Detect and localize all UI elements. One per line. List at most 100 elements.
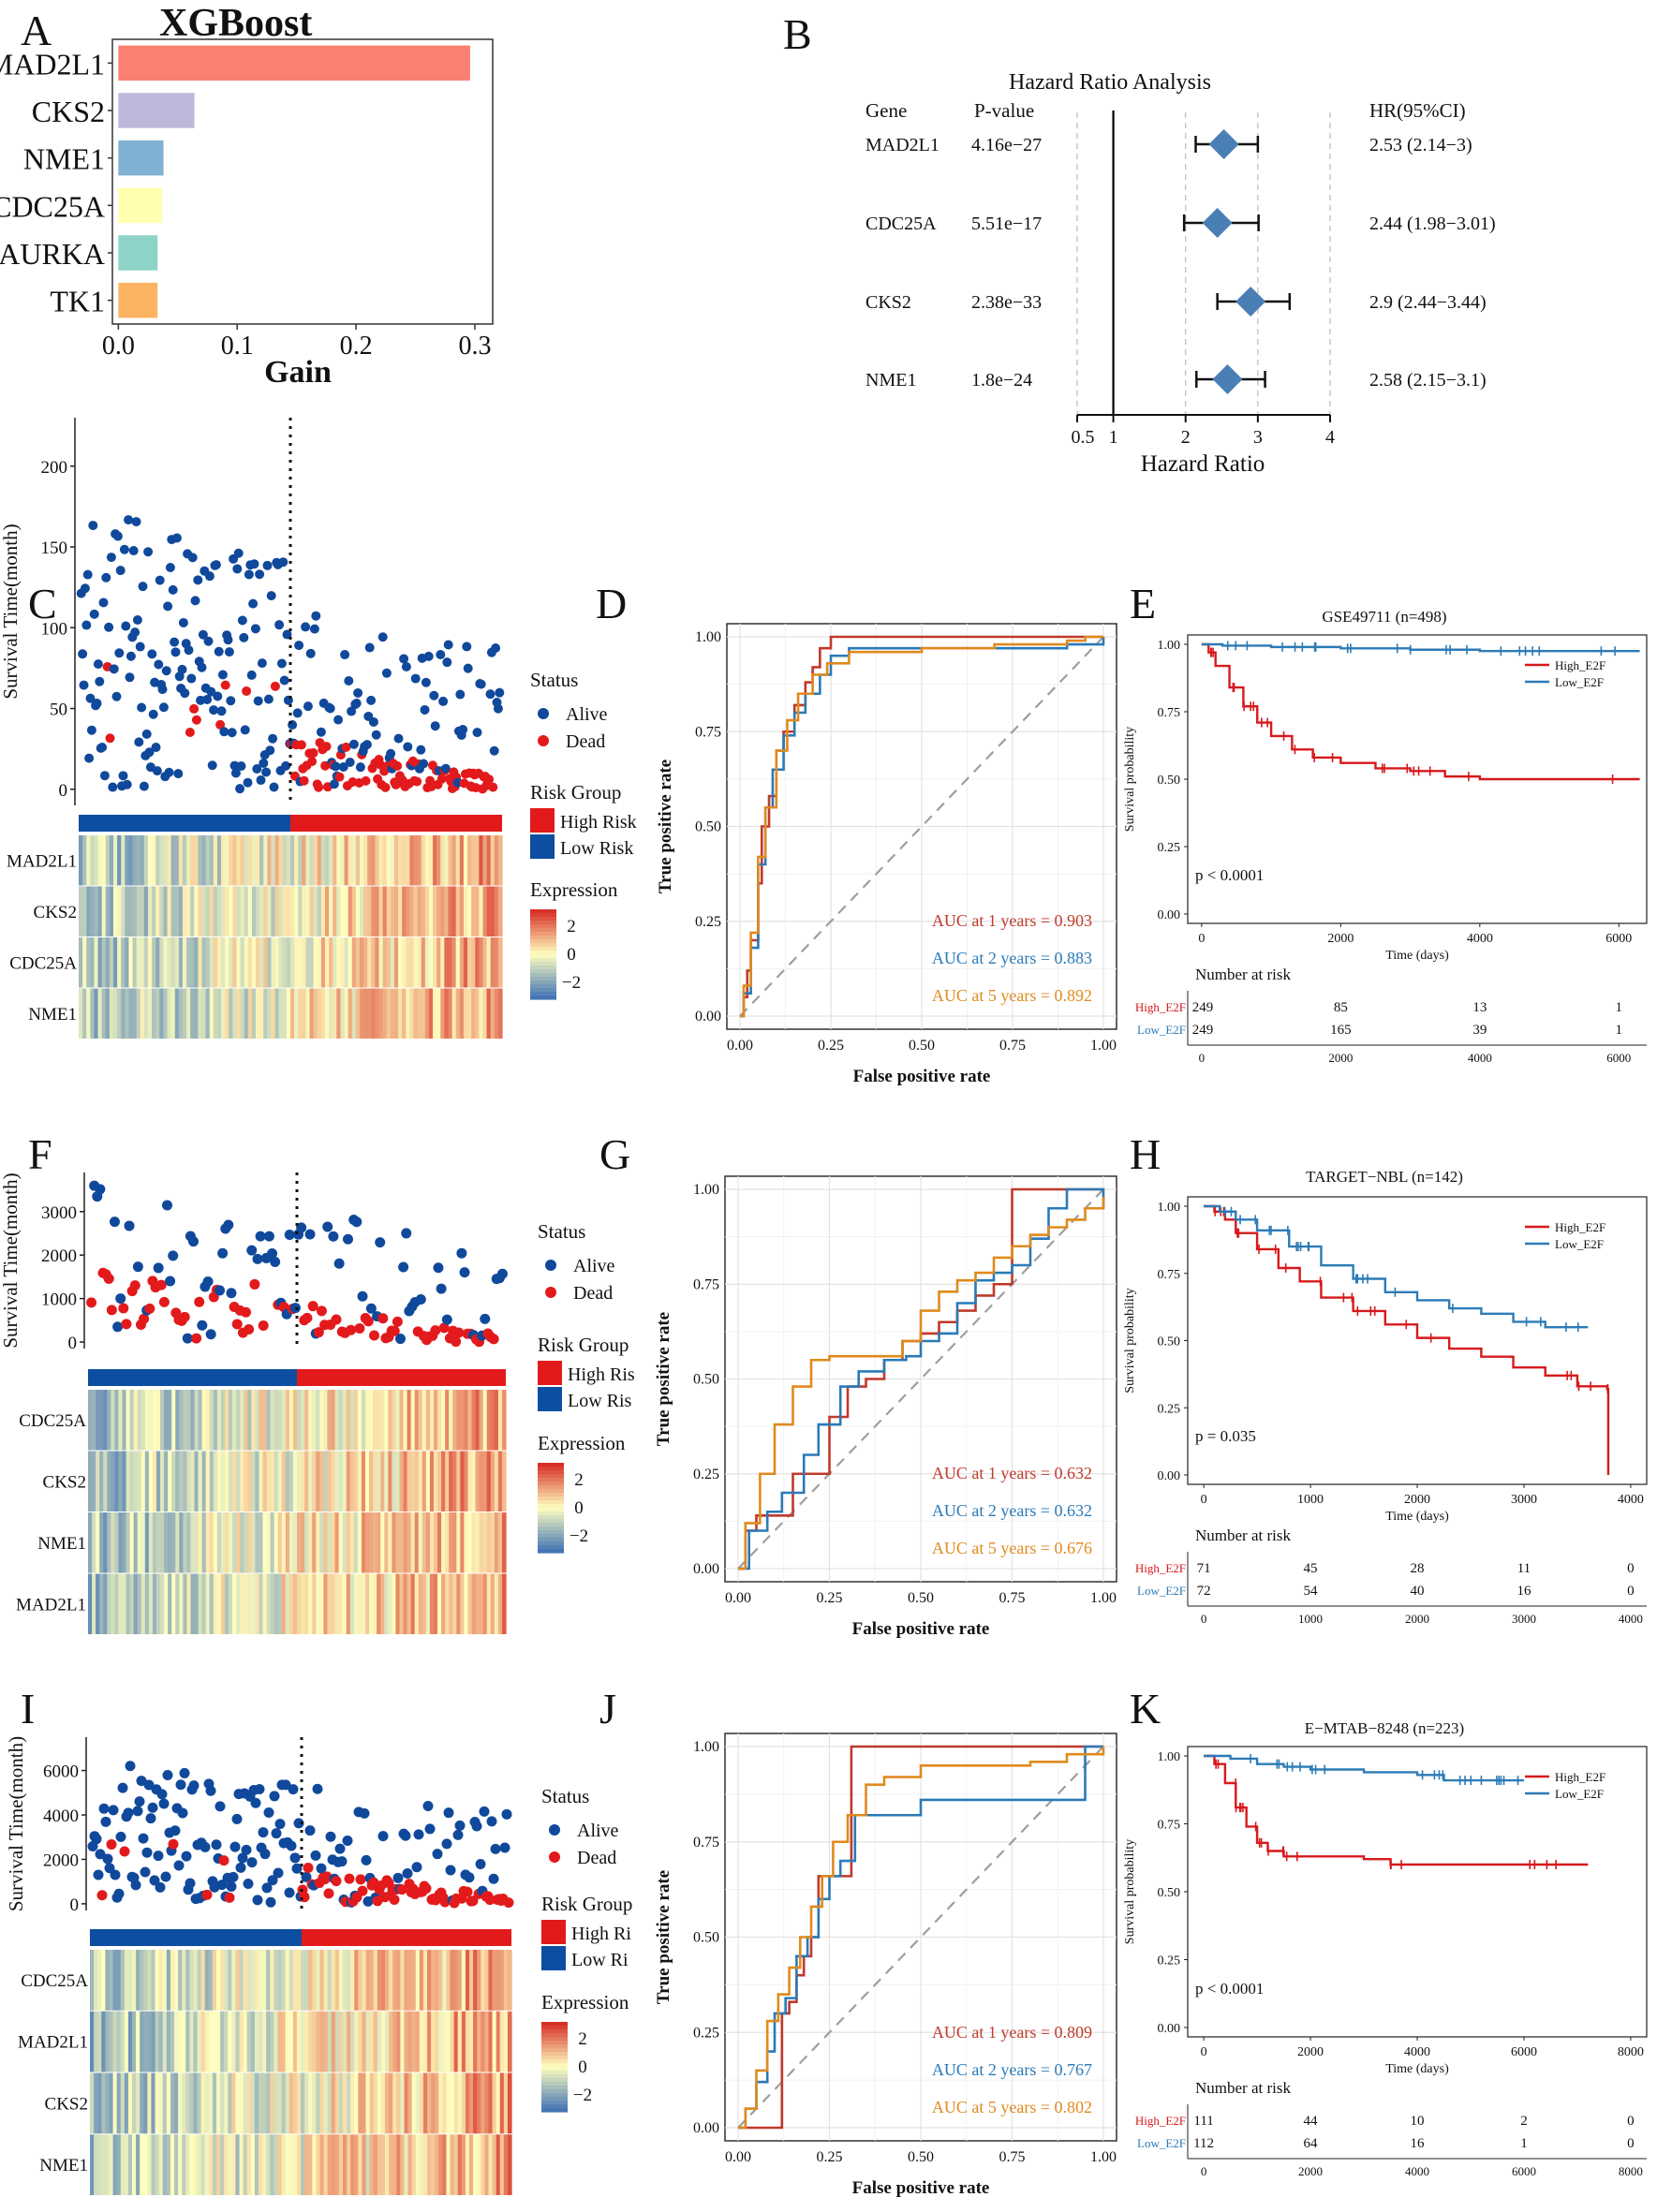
point-dead — [191, 1333, 202, 1344]
heatmap-cell — [369, 2072, 375, 2134]
heatmap-cell — [212, 2134, 217, 2195]
heatmap-cell — [132, 2072, 137, 2134]
heatmap-cell — [319, 2134, 325, 2195]
point-alive — [243, 1878, 254, 1889]
heatmap-cell — [129, 1512, 135, 1573]
xtick-label: 1 — [1109, 427, 1118, 448]
point-alive — [121, 621, 131, 631]
heatmap-cell — [402, 988, 407, 1039]
point-alive — [488, 1873, 499, 1884]
point-dead — [357, 1885, 368, 1896]
heatmap-cell — [243, 1950, 248, 2011]
heatmap-cell — [453, 2134, 459, 2195]
point-alive — [214, 646, 224, 656]
heatmap-cell — [155, 1390, 161, 1451]
heatmap-cell — [82, 886, 87, 936]
heatmap-cell — [464, 1390, 469, 1451]
heatmap-cell — [334, 1451, 340, 1512]
point-alive — [137, 702, 147, 713]
heatmap-cell — [304, 2011, 309, 2072]
heatmap-cell — [168, 1451, 172, 1512]
heatmap-cell — [208, 2134, 214, 2195]
heatmap-cell — [355, 988, 361, 1039]
heatmap-cell — [389, 2011, 393, 2072]
point-alive — [244, 569, 254, 580]
heatmap-cell — [251, 1451, 256, 1512]
point-alive — [359, 1807, 370, 1819]
heatmap-cell — [317, 937, 322, 988]
heatmap-cell — [94, 2072, 98, 2134]
point-alive — [386, 748, 396, 759]
point-dead — [96, 1890, 108, 1901]
heatmap-cell — [425, 1451, 431, 1512]
heatmap-cell — [417, 835, 422, 886]
xtick-label: 1.00 — [1090, 1590, 1117, 1606]
point-alive — [190, 596, 200, 606]
heatmap-cell — [96, 1512, 100, 1573]
point-alive — [342, 1835, 353, 1846]
heatmap-cell — [385, 2011, 390, 2072]
heatmap-cell — [357, 1512, 362, 1573]
risk-table-tick: 3000 — [1512, 1612, 1536, 1626]
point-alive — [288, 1784, 299, 1795]
heatmap-cell — [97, 1950, 102, 2011]
point-alive — [186, 673, 197, 684]
heatmap-cell — [262, 1512, 268, 1573]
point-alive — [140, 1866, 151, 1878]
heatmap-cell — [213, 1451, 218, 1512]
heatmap-cell — [431, 2134, 436, 2195]
heatmap-cell — [469, 1950, 474, 2011]
heatmap-cell — [111, 1573, 115, 1634]
heatmap-cell — [471, 1451, 477, 1512]
heatmap-cell — [355, 937, 361, 988]
heatmap-cell — [101, 2011, 106, 2072]
heatmap-cell — [274, 1451, 279, 1512]
heatmap-cell — [380, 2072, 386, 2134]
point-alive — [304, 1229, 316, 1240]
heatmap-cell — [297, 1451, 302, 1512]
y-axis-title: True positive rate — [654, 1312, 673, 1446]
heatmap-cell — [333, 835, 337, 886]
colorbar-segment — [530, 932, 556, 936]
heatmap-cell — [107, 1451, 111, 1512]
point-alive — [117, 1782, 128, 1793]
heatmap-cell — [109, 1950, 114, 2011]
heatmap-cell — [395, 1451, 401, 1512]
heatmap-cell — [503, 2011, 509, 2072]
heatmap-cell — [243, 2072, 248, 2134]
heatmap-cell — [232, 937, 238, 988]
heatmap-cell — [471, 1573, 477, 1634]
heatmap-cell — [386, 988, 392, 1039]
heatmap-cell — [132, 2134, 137, 2195]
heatmap-cell — [205, 988, 211, 1039]
risk-table-tick: 4000 — [1405, 2164, 1429, 2178]
heatmap-cell — [197, 2134, 202, 2195]
heatmap-cell — [388, 1512, 392, 1573]
heatmap-cell — [313, 835, 318, 886]
point-alive — [182, 1333, 193, 1344]
heatmap-cell — [324, 835, 330, 886]
heatmap-cell — [348, 886, 353, 936]
heatmap-cell — [174, 937, 180, 988]
heatmap-cell — [305, 988, 311, 1039]
heatmap-cell — [312, 2072, 317, 2134]
heatmap-cell — [82, 937, 87, 988]
heatmap-cell — [216, 2134, 221, 2195]
heatmap-cell — [324, 886, 330, 936]
heatmap-cell — [209, 1390, 215, 1451]
auc-label-1: AUC at 1 years = 0.632 — [932, 1464, 1092, 1482]
point-alive — [104, 622, 114, 632]
colorbar-segment — [541, 2026, 568, 2030]
km-title-h: TARGET−NBL (n=142) — [1306, 1168, 1463, 1186]
heatmap-cell — [247, 1573, 252, 1634]
heatmap-cell — [193, 2011, 199, 2072]
heatmap-cell — [448, 886, 453, 936]
heatmap-cell — [94, 886, 99, 936]
xtick-label: 0.75 — [999, 1038, 1026, 1054]
risk-table-tick: 6000 — [1606, 1051, 1631, 1065]
point-dead — [296, 740, 306, 750]
xtick-label: 8000 — [1618, 2045, 1644, 2059]
heatmap-cell — [406, 886, 410, 936]
heatmap-cell — [302, 988, 307, 1039]
heatmap-cell — [240, 1390, 244, 1451]
